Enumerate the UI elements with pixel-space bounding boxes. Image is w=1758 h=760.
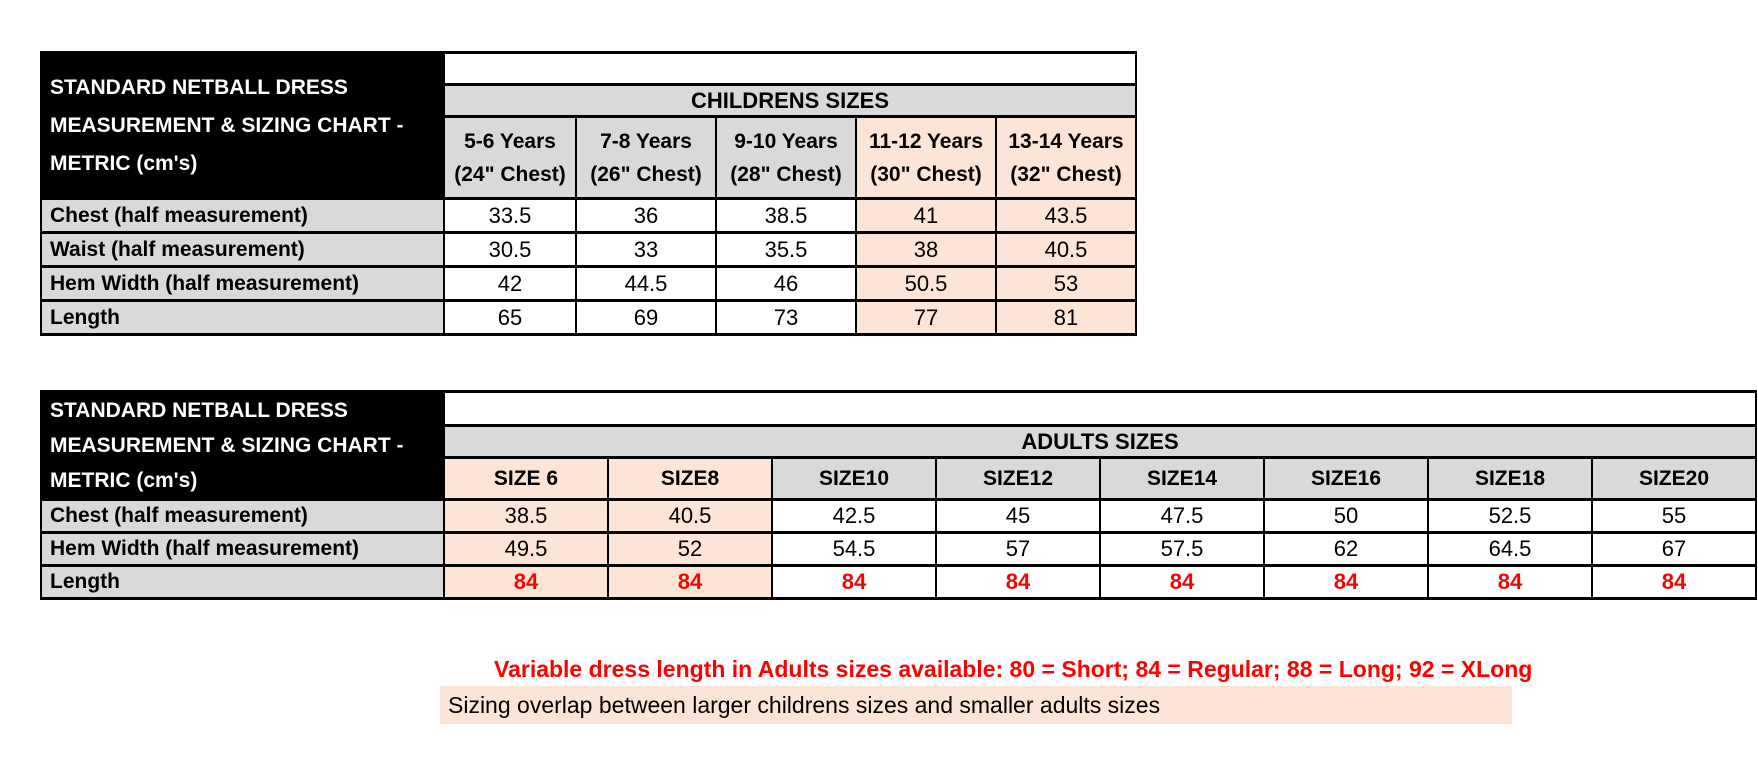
header-spacer <box>443 51 1137 86</box>
table-cell: 84 <box>1591 564 1757 600</box>
table-cell: 38 <box>855 231 997 268</box>
table-cell: 84 <box>771 564 937 600</box>
table-cell: 64.5 <box>1427 531 1593 567</box>
column-age-label: 13-14 Years <box>1008 129 1124 153</box>
table-cell: 47.5 <box>1099 498 1265 534</box>
table-cell: 45 <box>935 498 1101 534</box>
row-label: Length <box>40 564 445 600</box>
table-cell: 77 <box>855 299 997 336</box>
column-age-label: 11-12 Years <box>868 129 984 153</box>
table-cell: 81 <box>995 299 1137 336</box>
table-cell: 84 <box>935 564 1101 600</box>
table-title-line: STANDARD NETBALL DRESS <box>50 399 348 422</box>
column-header-13-14-years: 13-14 Years (32" Chest) <box>995 115 1137 200</box>
table-cell: 84 <box>1099 564 1265 600</box>
sizing-overlap-note: Sizing overlap between larger childrens … <box>440 686 1512 724</box>
table-cell: 65 <box>443 299 577 336</box>
table-title-line: MEASUREMENT & SIZING CHART - <box>50 113 404 137</box>
header-spacer <box>443 389 1757 428</box>
table-cell: 50.5 <box>855 265 997 302</box>
table-row-hem-width: Hem Width (half measurement) 42 44.5 46 … <box>40 265 1137 302</box>
column-age-label: 9-10 Years <box>734 129 838 153</box>
row-label: Length <box>40 299 445 336</box>
table-cell: 35.5 <box>715 231 857 268</box>
variable-length-note: Variable dress length in Adults sizes av… <box>494 656 1533 682</box>
table-title-line: MEASUREMENT & SIZING CHART - <box>50 434 404 457</box>
table-row-chest: Chest (half measurement) 33.5 36 38.5 41… <box>40 197 1137 234</box>
table-cell: 42.5 <box>771 498 937 534</box>
row-label: Hem Width (half measurement) <box>40 265 445 302</box>
table-cell: 52.5 <box>1427 498 1593 534</box>
table-cell: 40.5 <box>995 231 1137 268</box>
column-chest-label: (30" Chest) <box>870 162 982 186</box>
table-cell: 46 <box>715 265 857 302</box>
column-header-11-12-years: 11-12 Years (30" Chest) <box>855 115 997 200</box>
table-cell: 57 <box>935 531 1101 567</box>
table-cell: 33.5 <box>443 197 577 234</box>
table-cell: 43.5 <box>995 197 1137 234</box>
table-cell: 69 <box>575 299 717 336</box>
column-chest-label: (24" Chest) <box>454 162 566 186</box>
row-label: Chest (half measurement) <box>40 197 445 234</box>
table-cell: 84 <box>1263 564 1429 600</box>
table-cell: 84 <box>443 564 609 600</box>
adults-sizes-table: STANDARD NETBALL DRESS MEASUREMENT & SIZ… <box>40 389 1757 600</box>
row-label: Chest (half measurement) <box>40 498 445 534</box>
row-label: Waist (half measurement) <box>40 231 445 268</box>
table-row-waist: Waist (half measurement) 30.5 33 35.5 38… <box>40 231 1137 268</box>
column-chest-label: (28" Chest) <box>730 162 842 186</box>
column-header-size12: SIZE12 <box>935 456 1101 501</box>
column-chest-label: (32" Chest) <box>1010 162 1122 186</box>
adults-table-title-block: STANDARD NETBALL DRESS MEASUREMENT & SIZ… <box>40 390 445 501</box>
table-cell: 38.5 <box>443 498 609 534</box>
column-header-5-6-years: 5-6 Years (24" Chest) <box>443 115 577 200</box>
table-row-hem-width: Hem Width (half measurement) 49.5 52 54.… <box>40 531 1757 567</box>
table-cell: 38.5 <box>715 197 857 234</box>
table-row-length: Length 84 84 84 84 84 84 84 84 <box>40 564 1757 600</box>
column-header-size8: SIZE8 <box>607 456 773 501</box>
childrens-sizes-table: STANDARD NETBALL DRESS MEASUREMENT & SIZ… <box>40 51 1137 336</box>
children-table-title-block: STANDARD NETBALL DRESS MEASUREMENT & SIZ… <box>40 51 445 200</box>
table-cell: 44.5 <box>575 265 717 302</box>
table-cell: 84 <box>607 564 773 600</box>
table-row-length: Length 65 69 73 77 81 <box>40 299 1137 336</box>
column-header-size10: SIZE10 <box>771 456 937 501</box>
column-age-label: 5-6 Years <box>464 129 556 153</box>
column-age-label: 7-8 Years <box>600 129 692 153</box>
table-cell: 40.5 <box>607 498 773 534</box>
column-chest-label: (26" Chest) <box>590 162 702 186</box>
table-row-chest: Chest (half measurement) 38.5 40.5 42.5 … <box>40 498 1757 534</box>
table-cell: 84 <box>1427 564 1593 600</box>
table-cell: 53 <box>995 265 1137 302</box>
column-header-7-8-years: 7-8 Years (26" Chest) <box>575 115 717 200</box>
column-header-9-10-years: 9-10 Years (28" Chest) <box>715 115 857 200</box>
table-cell: 49.5 <box>443 531 609 567</box>
table-cell: 57.5 <box>1099 531 1265 567</box>
table-cell: 36 <box>575 197 717 234</box>
table-cell: 62 <box>1263 531 1429 567</box>
children-section-header: CHILDRENS SIZES <box>443 83 1137 118</box>
table-cell: 73 <box>715 299 857 336</box>
column-header-size14: SIZE14 <box>1099 456 1265 501</box>
table-title-line: METRIC (cm's) <box>50 151 198 175</box>
adults-section-header: ADULTS SIZES <box>443 424 1757 460</box>
column-header-size18: SIZE18 <box>1427 456 1593 501</box>
column-header-size16: SIZE16 <box>1263 456 1429 501</box>
table-cell: 54.5 <box>771 531 937 567</box>
table-cell: 55 <box>1591 498 1757 534</box>
table-cell: 33 <box>575 231 717 268</box>
column-header-size6: SIZE 6 <box>443 456 609 501</box>
table-cell: 67 <box>1591 531 1757 567</box>
table-title-line: METRIC (cm's) <box>50 469 198 492</box>
column-header-size20: SIZE20 <box>1591 456 1757 501</box>
table-cell: 52 <box>607 531 773 567</box>
table-cell: 50 <box>1263 498 1429 534</box>
row-label: Hem Width (half measurement) <box>40 531 445 567</box>
table-cell: 41 <box>855 197 997 234</box>
table-cell: 42 <box>443 265 577 302</box>
table-cell: 30.5 <box>443 231 577 268</box>
table-title-line: STANDARD NETBALL DRESS <box>50 75 348 99</box>
